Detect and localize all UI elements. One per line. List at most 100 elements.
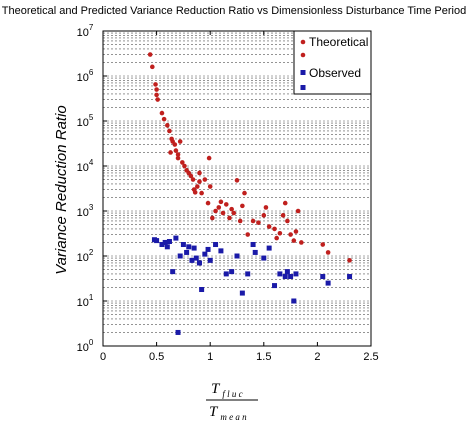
x-label-numerator-sub: f l u c: [222, 389, 242, 399]
point-observed: [186, 244, 192, 250]
point-theoretical: [229, 206, 234, 212]
point-theoretical: [242, 190, 247, 196]
point-observed: [154, 238, 160, 244]
point-observed: [291, 298, 297, 304]
y-tick-label: 101: [77, 293, 94, 309]
point-observed: [320, 274, 326, 280]
x-tick-label: 2.5: [363, 351, 378, 363]
point-theoretical: [202, 177, 208, 182]
point-theoretical: [288, 232, 293, 237]
point-observed: [189, 257, 195, 263]
point-theoretical: [213, 208, 218, 214]
point-observed: [277, 271, 283, 277]
x-tick-label: 0: [100, 351, 106, 363]
x-label-denominator-sub: m e a n: [220, 412, 247, 422]
point-theoretical: [274, 235, 279, 241]
point-observed: [252, 249, 258, 255]
x-axis: 0 0.5 1 1.5 2 2.5: [100, 31, 379, 363]
point-theoretical: [197, 170, 202, 176]
point-observed: [239, 290, 245, 296]
point-theoretical: [263, 205, 269, 210]
y-tick-label: 102: [77, 248, 94, 264]
point-theoretical: [291, 238, 297, 243]
point-observed: [205, 246, 211, 252]
point-observed: [218, 248, 224, 254]
point-observed: [175, 329, 181, 335]
point-observed: [293, 271, 299, 277]
chart-title: Theoretical and Predicted Variance Reduc…: [2, 5, 466, 17]
legend-marker-theoretical-2: [300, 52, 306, 58]
plot-frame: [102, 30, 372, 347]
point-observed: [234, 253, 240, 259]
point-theoretical: [285, 218, 290, 224]
point-observed: [177, 253, 183, 259]
point-theoretical: [155, 97, 160, 102]
y-tick-label: 103: [77, 203, 94, 219]
point-observed: [288, 274, 294, 280]
point-theoretical: [199, 190, 204, 196]
point-theoretical: [173, 148, 179, 153]
point-observed: [180, 242, 186, 248]
point-observed: [173, 235, 179, 241]
x-tick-label: 2: [314, 351, 320, 363]
point-theoretical: [175, 155, 181, 161]
point-theoretical: [190, 177, 196, 182]
point-observed: [162, 239, 168, 245]
point-observed: [213, 242, 219, 248]
point-theoretical: [192, 190, 198, 195]
point-theoretical: [299, 240, 304, 245]
point-observed: [266, 245, 272, 251]
point-observed: [229, 269, 235, 275]
point-observed: [170, 269, 176, 275]
x-tick-label: 1: [207, 351, 213, 363]
point-observed: [325, 280, 331, 286]
point-theoretical: [177, 139, 183, 144]
point-observed: [245, 271, 251, 277]
point-theoretical: [261, 213, 267, 218]
point-theoretical: [180, 160, 185, 165]
point-theoretical: [218, 199, 224, 205]
point-observed: [196, 260, 202, 266]
legend-marker-observed-2: [300, 85, 306, 90]
point-theoretical: [266, 224, 272, 229]
point-theoretical: [168, 150, 173, 155]
data-points: [147, 52, 353, 335]
point-theoretical: [205, 200, 211, 206]
y-tick-label: 106: [77, 68, 94, 84]
point-theoretical: [237, 218, 243, 224]
point-observed: [250, 242, 256, 248]
y-tick-label: 100: [77, 338, 94, 354]
point-theoretical: [182, 163, 187, 169]
y-axis: 100 101 102 103 104 105 106 107: [77, 23, 107, 354]
point-theoretical: [197, 179, 202, 184]
point-theoretical: [347, 258, 352, 263]
y-tick-label: 104: [77, 158, 94, 174]
point-theoretical: [231, 210, 237, 216]
point-theoretical: [150, 64, 155, 70]
point-observed: [164, 244, 170, 250]
point-theoretical: [282, 200, 288, 206]
point-theoretical: [280, 213, 286, 218]
legend-label-observed: Observed: [309, 66, 361, 80]
point-theoretical: [295, 208, 301, 214]
point-theoretical: [293, 229, 299, 234]
y-tick-label: 105: [77, 113, 94, 129]
point-theoretical: [256, 220, 261, 225]
point-theoretical: [154, 87, 159, 92]
legend: Theoretical Observed: [293, 30, 372, 95]
point-theoretical: [220, 210, 226, 216]
point-theoretical: [175, 152, 181, 157]
point-theoretical: [240, 203, 245, 209]
point-observed: [166, 239, 172, 245]
x-tick-label: 1.5: [256, 351, 271, 363]
point-theoretical: [172, 142, 178, 147]
point-theoretical: [153, 82, 158, 87]
point-observed: [272, 283, 278, 289]
point-theoretical: [207, 184, 213, 189]
point-theoretical: [234, 178, 240, 183]
point-theoretical: [161, 116, 167, 122]
x-label-denominator-main: T: [209, 404, 219, 420]
